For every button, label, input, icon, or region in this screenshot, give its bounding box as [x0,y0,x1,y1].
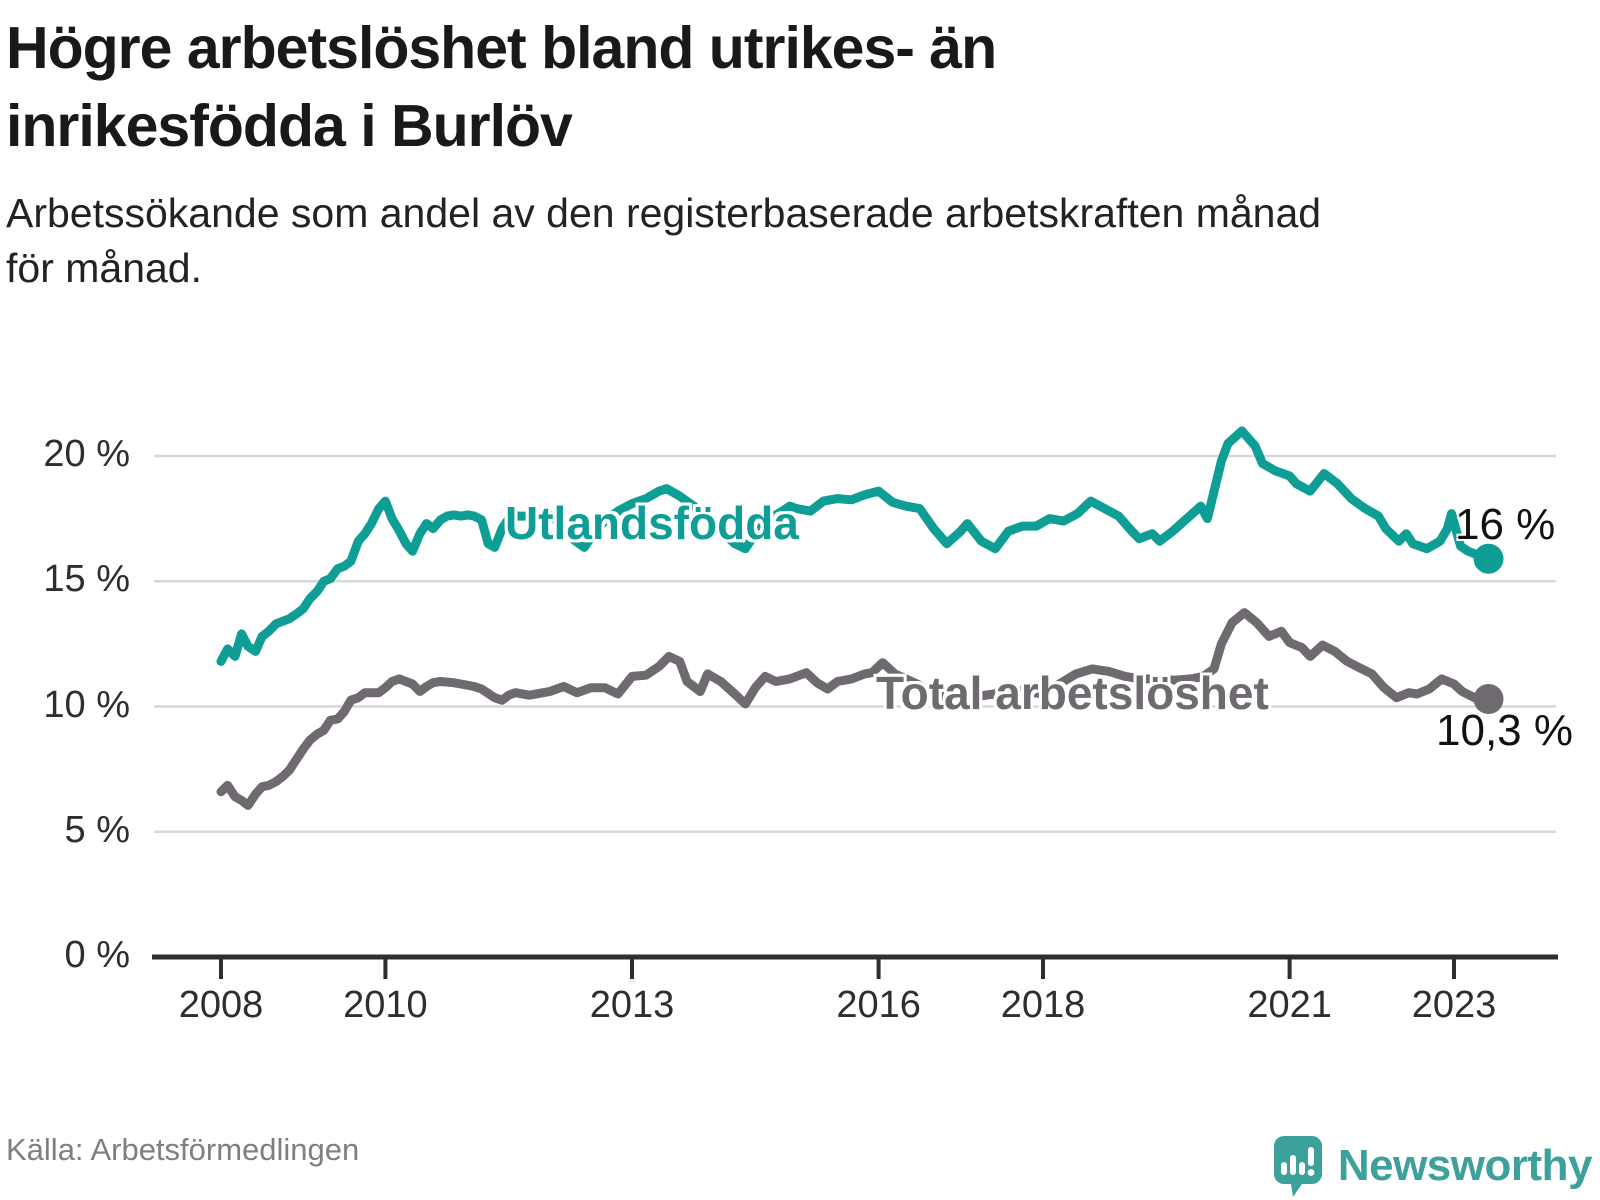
x-tick-label: 2016 [836,984,921,1026]
y-tick-label: 5 % [64,808,130,851]
y-tick-label: 20 % [43,433,130,475]
y-tick-label: 10 % [43,683,130,726]
series-endpoint-dot-utlandsfodda [1473,543,1504,574]
end-value-label-utlandsfodda: 16 % [1455,500,1556,549]
x-tick-label: 2018 [1000,984,1086,1026]
series-label-utlandsfodda: Utlandsfödda [505,497,799,549]
source-attribution: Källa: Arbetsförmedlingen [6,1132,360,1167]
x-tick-label: 2010 [343,984,428,1026]
series-line-utlandsfodda [216,426,1493,666]
end-value-label-total: 10,3 % [1436,706,1573,755]
chart-subtitle-line-2: för månad. [6,245,202,292]
series-label-total-arbetsloshet: Total arbetslöshet [876,667,1269,719]
y-tick-label: 0 % [64,934,130,976]
chart-subtitle-line-1: Arbetssökande som andel av den registerb… [6,190,1322,236]
series-endpoint-dot-total [1473,683,1504,714]
x-tick-label: 2013 [589,984,675,1026]
series-line-total [216,608,1493,810]
y-tick-label: 15 % [43,558,130,601]
brand-name: Newsworthy [1337,1141,1593,1190]
page-title-line-2: inrikesfödda i Burlöv [6,92,573,159]
x-tick-label: 2021 [1247,984,1332,1026]
page-title: Högre arbetslöshet bland utrikes- än inr… [6,10,1406,166]
page-title-line-1: Högre arbetslöshet bland utrikes- än [6,15,997,81]
brand-lockup: Newsworthy [1272,1134,1593,1198]
x-tick-label: 2008 [178,984,264,1026]
newsworthy-logo-icon [1273,1136,1322,1197]
chart-subtitle: Arbetssökande som andel av den registerb… [6,186,1566,297]
x-tick-label: 2023 [1411,984,1497,1026]
